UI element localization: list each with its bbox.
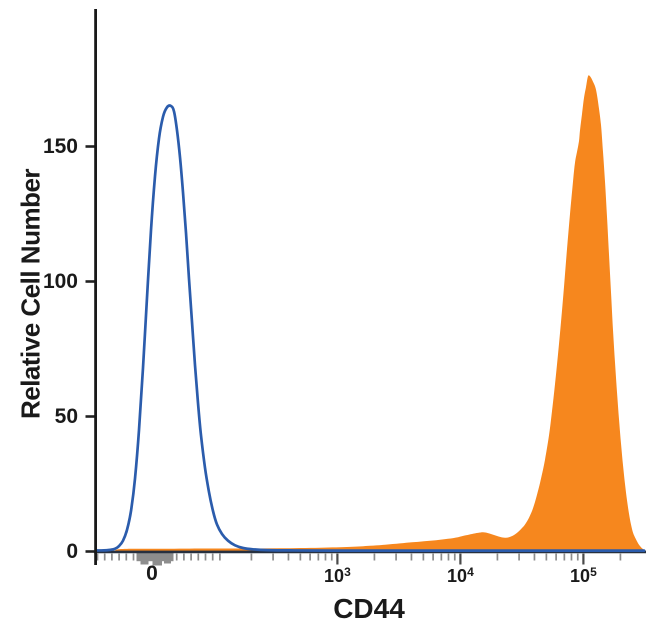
x-tick-label-base: 10 xyxy=(570,566,591,586)
x-axis-title: CD44 xyxy=(333,593,405,624)
zero-tick-cluster-notch xyxy=(152,553,162,566)
x-tick-label-exponent: 4 xyxy=(467,565,474,579)
zero-tick-cluster-notch xyxy=(164,553,171,564)
x-tick-label-base: 10 xyxy=(447,566,468,586)
x-tick-label-base: 0 xyxy=(146,562,158,585)
x-tick-label-10e3: 103 xyxy=(324,566,351,586)
x-tick-label-10e4: 104 xyxy=(447,566,474,586)
y-tick-label-150: 150 xyxy=(42,134,78,158)
control-histogram-line xyxy=(94,104,646,552)
x-tick-label-10e5: 105 xyxy=(570,566,597,586)
y-axis-title: Relative Cell Number xyxy=(15,168,46,420)
x-tick-label-base: 10 xyxy=(324,566,345,586)
x-tick-label-exponent: 5 xyxy=(590,565,597,579)
y-tick-label-50: 50 xyxy=(54,404,78,428)
zero-tick-cluster-notch xyxy=(140,553,149,565)
y-tick-label-100: 100 xyxy=(42,269,78,293)
x-tick-label-0: 0 xyxy=(146,562,158,585)
y-tick-label-0: 0 xyxy=(66,539,78,563)
x-tick-label-exponent: 3 xyxy=(344,565,351,579)
stained-histogram-area xyxy=(114,75,646,552)
